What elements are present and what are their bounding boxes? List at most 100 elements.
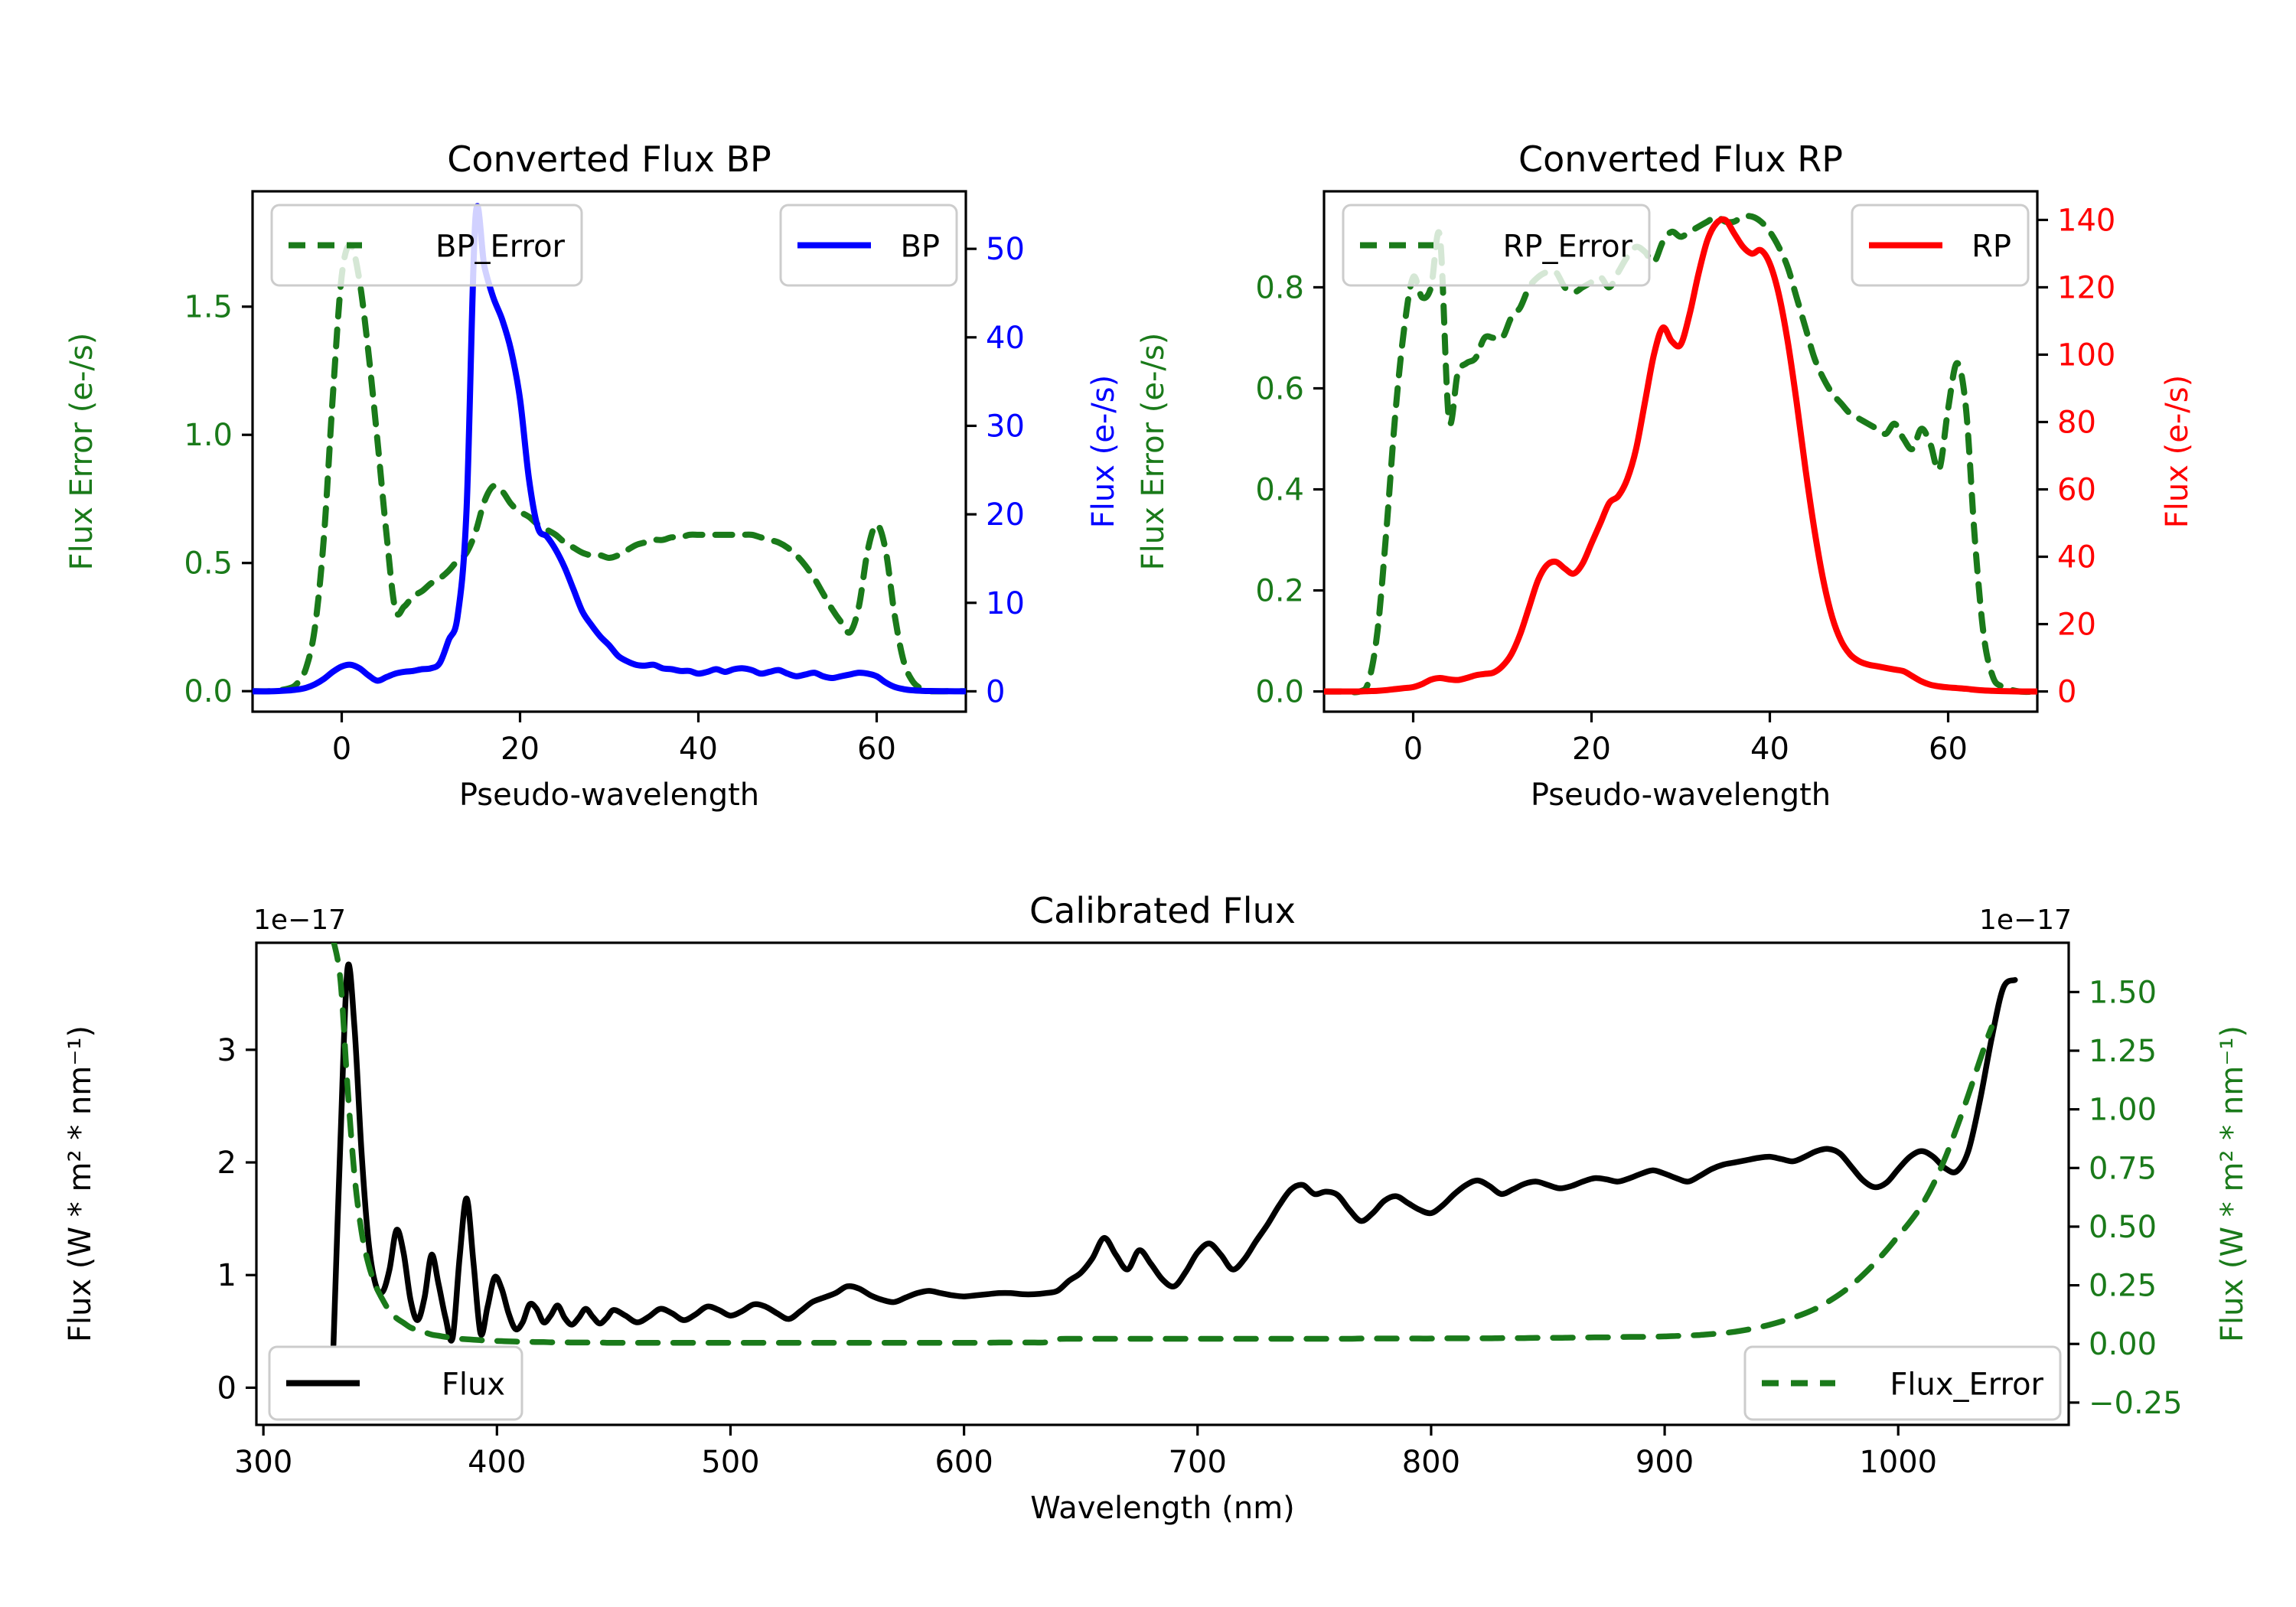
x-tick-label: 20	[1572, 732, 1611, 767]
x-tick-label: 900	[1636, 1445, 1694, 1480]
x-tick-label: 500	[701, 1445, 759, 1480]
panel-converted-flux-bp: Converted Flux BP 0 20 40 60 Pseudo-wavelengt…	[0, 46, 1148, 826]
legend-box	[1342, 204, 1651, 287]
legend-label: Flux_Error	[1890, 1367, 2043, 1403]
x-tick-label: 400	[468, 1445, 526, 1480]
x-tick-label: 60	[1929, 732, 1968, 767]
plot-frame	[255, 941, 2070, 1426]
legend-box	[270, 204, 583, 287]
data-area	[253, 203, 966, 695]
right-y-tick-label: 0.50	[2089, 1210, 2157, 1245]
data-area	[1324, 213, 2037, 696]
right-y-tick-label: 40	[2057, 540, 2096, 575]
left-y-tick-label: 0.2	[1255, 574, 1304, 609]
legend-rp_error[interactable]: RP_Error	[1342, 204, 1651, 287]
legend-flux_error[interactable]: Flux_Error	[1743, 1345, 2062, 1421]
right-y-tick-label: 120	[2057, 270, 2115, 305]
chart-calibrated: Calibrated Flux 1e−17 1e−17 300 400 500 600 700…	[63, 890, 2250, 1526]
right-y-tick-label: 0.00	[2089, 1327, 2157, 1362]
right-y-tick-label: 1.50	[2089, 975, 2157, 1010]
right-y-tick-label: 80	[2057, 405, 2096, 440]
legend-label: BP_Error	[435, 230, 566, 265]
legend-rp[interactable]: RP	[1851, 204, 2030, 287]
right-y-tick-label: 20	[2057, 608, 2096, 643]
right-y-axis-label: Flux (e-/s)	[1086, 375, 1121, 528]
right-y-tick-label: −0.25	[2089, 1386, 2183, 1421]
right-y-tick-label: 40	[986, 321, 1025, 356]
legend-label: RP_Error	[1503, 230, 1633, 265]
right-y-tick-label: 140	[2057, 203, 2115, 238]
x-tick-label: 600	[934, 1445, 993, 1480]
left-y-tick-label: 3	[217, 1033, 236, 1068]
chart-title: Converted Flux BP	[447, 139, 771, 180]
x-tick-label: 300	[234, 1445, 292, 1480]
chart-title: Calibrated Flux	[1029, 890, 1296, 931]
series-line-rp	[1324, 216, 2037, 695]
series-line-bp_error	[253, 242, 966, 695]
x-tick-label: 0	[332, 732, 351, 767]
left-y-tick-label: 2	[217, 1146, 236, 1181]
legend-bp[interactable]: BP	[779, 204, 958, 287]
left-y-tick-label: 0.0	[184, 674, 233, 709]
right-y-tick-label: 0	[2057, 675, 2076, 710]
x-tick-label: 40	[1750, 732, 1789, 767]
legend-bp_error[interactable]: BP_Error	[270, 204, 583, 287]
x-axis-label: Wavelength (nm)	[1030, 1491, 1295, 1526]
legend-label: RP	[1971, 230, 2011, 265]
right-y-tick-label: 0.25	[2089, 1269, 2157, 1304]
right-y-tick-label: 1.25	[2089, 1034, 2157, 1069]
right-y-tick-label: 50	[986, 232, 1025, 267]
right-y-tick-label: 0.75	[2089, 1151, 2157, 1186]
left-y-tick-label: 0	[217, 1371, 236, 1406]
x-axis-label: Pseudo-wavelength	[1531, 777, 1831, 813]
left-y-tick-label: 1.5	[184, 290, 233, 325]
left-y-axis-label: Flux (W * m² * nm⁻¹)	[63, 1025, 98, 1342]
left-y-tick-label: 1.0	[184, 418, 233, 453]
data-area	[330, 943, 2018, 1348]
series-line-flux	[330, 961, 2018, 1348]
right-y-tick-label: 0	[986, 674, 1005, 709]
x-tick-label: 0	[1404, 732, 1423, 767]
series-line-bp	[253, 203, 966, 695]
right-y-axis-label: Flux (W * m² * nm⁻¹)	[2215, 1025, 2250, 1342]
plot-frame	[251, 190, 967, 713]
right-y-tick-label: 60	[2057, 473, 2096, 508]
left-y-tick-label: 0.8	[1255, 270, 1304, 305]
left-y-tick-label: 0.4	[1255, 473, 1304, 508]
panel-converted-flux-rp: Converted Flux RP 0 20 40 60 Pseudo-wavelengt…	[1136, 46, 2296, 826]
left-y-axis-label: Flux Error (e-/s)	[64, 333, 99, 571]
legend-flux[interactable]: Flux	[268, 1345, 523, 1421]
left-y-tick-label: 0.5	[184, 546, 233, 582]
right-y-tick-label: 10	[986, 586, 1025, 621]
left-y-axis-label: Flux Error (e-/s)	[1136, 333, 1171, 571]
legend-label: BP	[900, 230, 940, 265]
legend-box	[1743, 1345, 2062, 1421]
right-axis-offset-label: 1e−17	[1979, 905, 2072, 936]
chart-title: Converted Flux RP	[1518, 139, 1843, 180]
series-line-flux_error	[331, 943, 1995, 1346]
left-y-tick-label: 0.6	[1255, 371, 1304, 406]
x-tick-label: 20	[501, 732, 540, 767]
x-tick-label: 1000	[1859, 1445, 1937, 1480]
right-y-tick-label: 30	[986, 409, 1025, 444]
right-y-tick-label: 1.00	[2089, 1093, 2157, 1128]
x-tick-label: 40	[679, 732, 718, 767]
chart-bp: Converted Flux BP 0 20 40 60 Pseudo-wavelengt…	[64, 139, 1121, 813]
legend-label: Flux	[442, 1367, 505, 1403]
x-tick-label: 700	[1169, 1445, 1227, 1480]
left-y-tick-label: 0.0	[1255, 675, 1304, 710]
panel-calibrated-flux: Calibrated Flux 1e−17 1e−17 300 400 500 600 700…	[0, 826, 2296, 1607]
legend-box	[268, 1345, 523, 1421]
plot-frame	[1322, 190, 2039, 713]
chart-rp: Converted Flux RP 0 20 40 60 Pseudo-wavelengt…	[1136, 139, 2195, 813]
x-axis-label: Pseudo-wavelength	[459, 777, 759, 813]
right-y-tick-label: 100	[2057, 337, 2115, 373]
left-y-tick-label: 1	[217, 1258, 236, 1293]
left-axis-offset-label: 1e−17	[253, 905, 346, 936]
right-y-axis-label: Flux (e-/s)	[2160, 375, 2195, 528]
series-line-rp_error	[1324, 213, 2037, 696]
x-tick-label: 60	[857, 732, 896, 767]
right-y-tick-label: 20	[986, 497, 1025, 533]
x-tick-label: 800	[1402, 1445, 1460, 1480]
